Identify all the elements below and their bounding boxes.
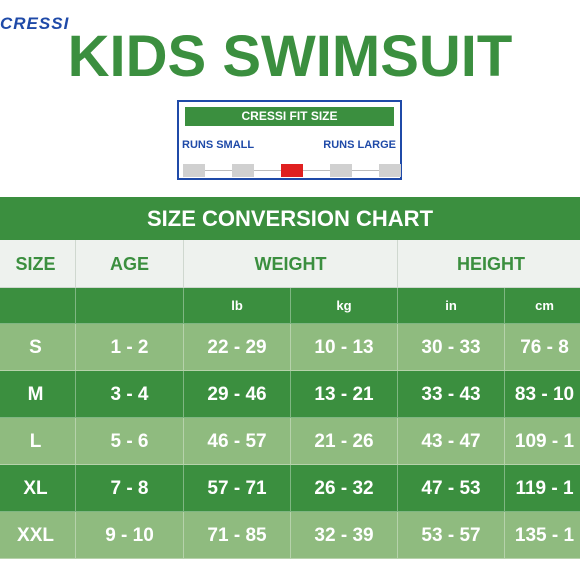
table-cell-age: 3 - 4: [76, 371, 184, 418]
table-cell-size: XL: [0, 465, 76, 512]
table-cell-size: M: [0, 371, 76, 418]
runs-large-label: RUNS LARGE: [323, 139, 396, 151]
unit-label-cm: cm: [505, 288, 580, 324]
table-cell-in: 30 - 33: [398, 324, 505, 371]
table-cell-age: 7 - 8: [76, 465, 184, 512]
table-cell-lb: 71 - 85: [184, 512, 291, 559]
table-cell-kg: 13 - 21: [291, 371, 398, 418]
table-cell-age: 1 - 2: [76, 324, 184, 371]
fit-scale-segment: [379, 164, 401, 177]
table-cell-size: XXL: [0, 512, 76, 559]
table-cell-size: S: [0, 324, 76, 371]
unit-label-kg: kg: [291, 288, 398, 324]
table-cell-kg: 10 - 13: [291, 324, 398, 371]
table-cell-lb: 29 - 46: [184, 371, 291, 418]
table-cell-in: 33 - 43: [398, 371, 505, 418]
table-cell-cm: 109 - 1: [505, 418, 580, 465]
table-cell-in: 53 - 57: [398, 512, 505, 559]
table-cell-cm: 135 - 1: [505, 512, 580, 559]
table-cell-kg: 32 - 39: [291, 512, 398, 559]
runs-small-label: RUNS SMALL: [182, 139, 255, 151]
table-cell-age: 5 - 6: [76, 418, 184, 465]
fit-scale-segment-active: [281, 164, 303, 177]
page-title: KIDS SWIMSUIT: [67, 24, 513, 89]
fit-size-widget: CRESSI FIT SIZE RUNS SMALL RUNS LARGE: [177, 100, 402, 180]
fit-scale-segment: [330, 164, 352, 177]
fit-scale-segment: [232, 164, 254, 177]
table-cell-cm: 83 - 10: [505, 371, 580, 418]
unit-label-in: in: [398, 288, 505, 324]
table-cell-cm: 76 - 8: [505, 324, 580, 371]
column-header-weight: WEIGHT: [184, 240, 398, 288]
table-cell-in: 43 - 47: [398, 418, 505, 465]
table-cell-cm: 119 - 1: [505, 465, 580, 512]
brand-logo: CRESSI: [0, 14, 70, 33]
table-cell-kg: 26 - 32: [291, 465, 398, 512]
table-cell-lb: 57 - 71: [184, 465, 291, 512]
table-cell-in: 47 - 53: [398, 465, 505, 512]
table-cell-lb: 22 - 29: [184, 324, 291, 371]
unit-cell-empty: [0, 288, 76, 324]
column-header-height: HEIGHT: [398, 240, 580, 288]
unit-cell-empty: [76, 288, 184, 324]
column-header-age: AGE: [76, 240, 184, 288]
fit-scale-segment: [183, 164, 205, 177]
table-cell-kg: 21 - 26: [291, 418, 398, 465]
table-cell-age: 9 - 10: [76, 512, 184, 559]
table-cell-size: L: [0, 418, 76, 465]
table-cell-lb: 46 - 57: [184, 418, 291, 465]
fit-size-header: CRESSI FIT SIZE: [185, 107, 394, 126]
unit-label-lb: lb: [184, 288, 291, 324]
chart-title-bar: SIZE CONVERSION CHART: [0, 197, 580, 240]
column-header-size: SIZE: [0, 240, 76, 288]
